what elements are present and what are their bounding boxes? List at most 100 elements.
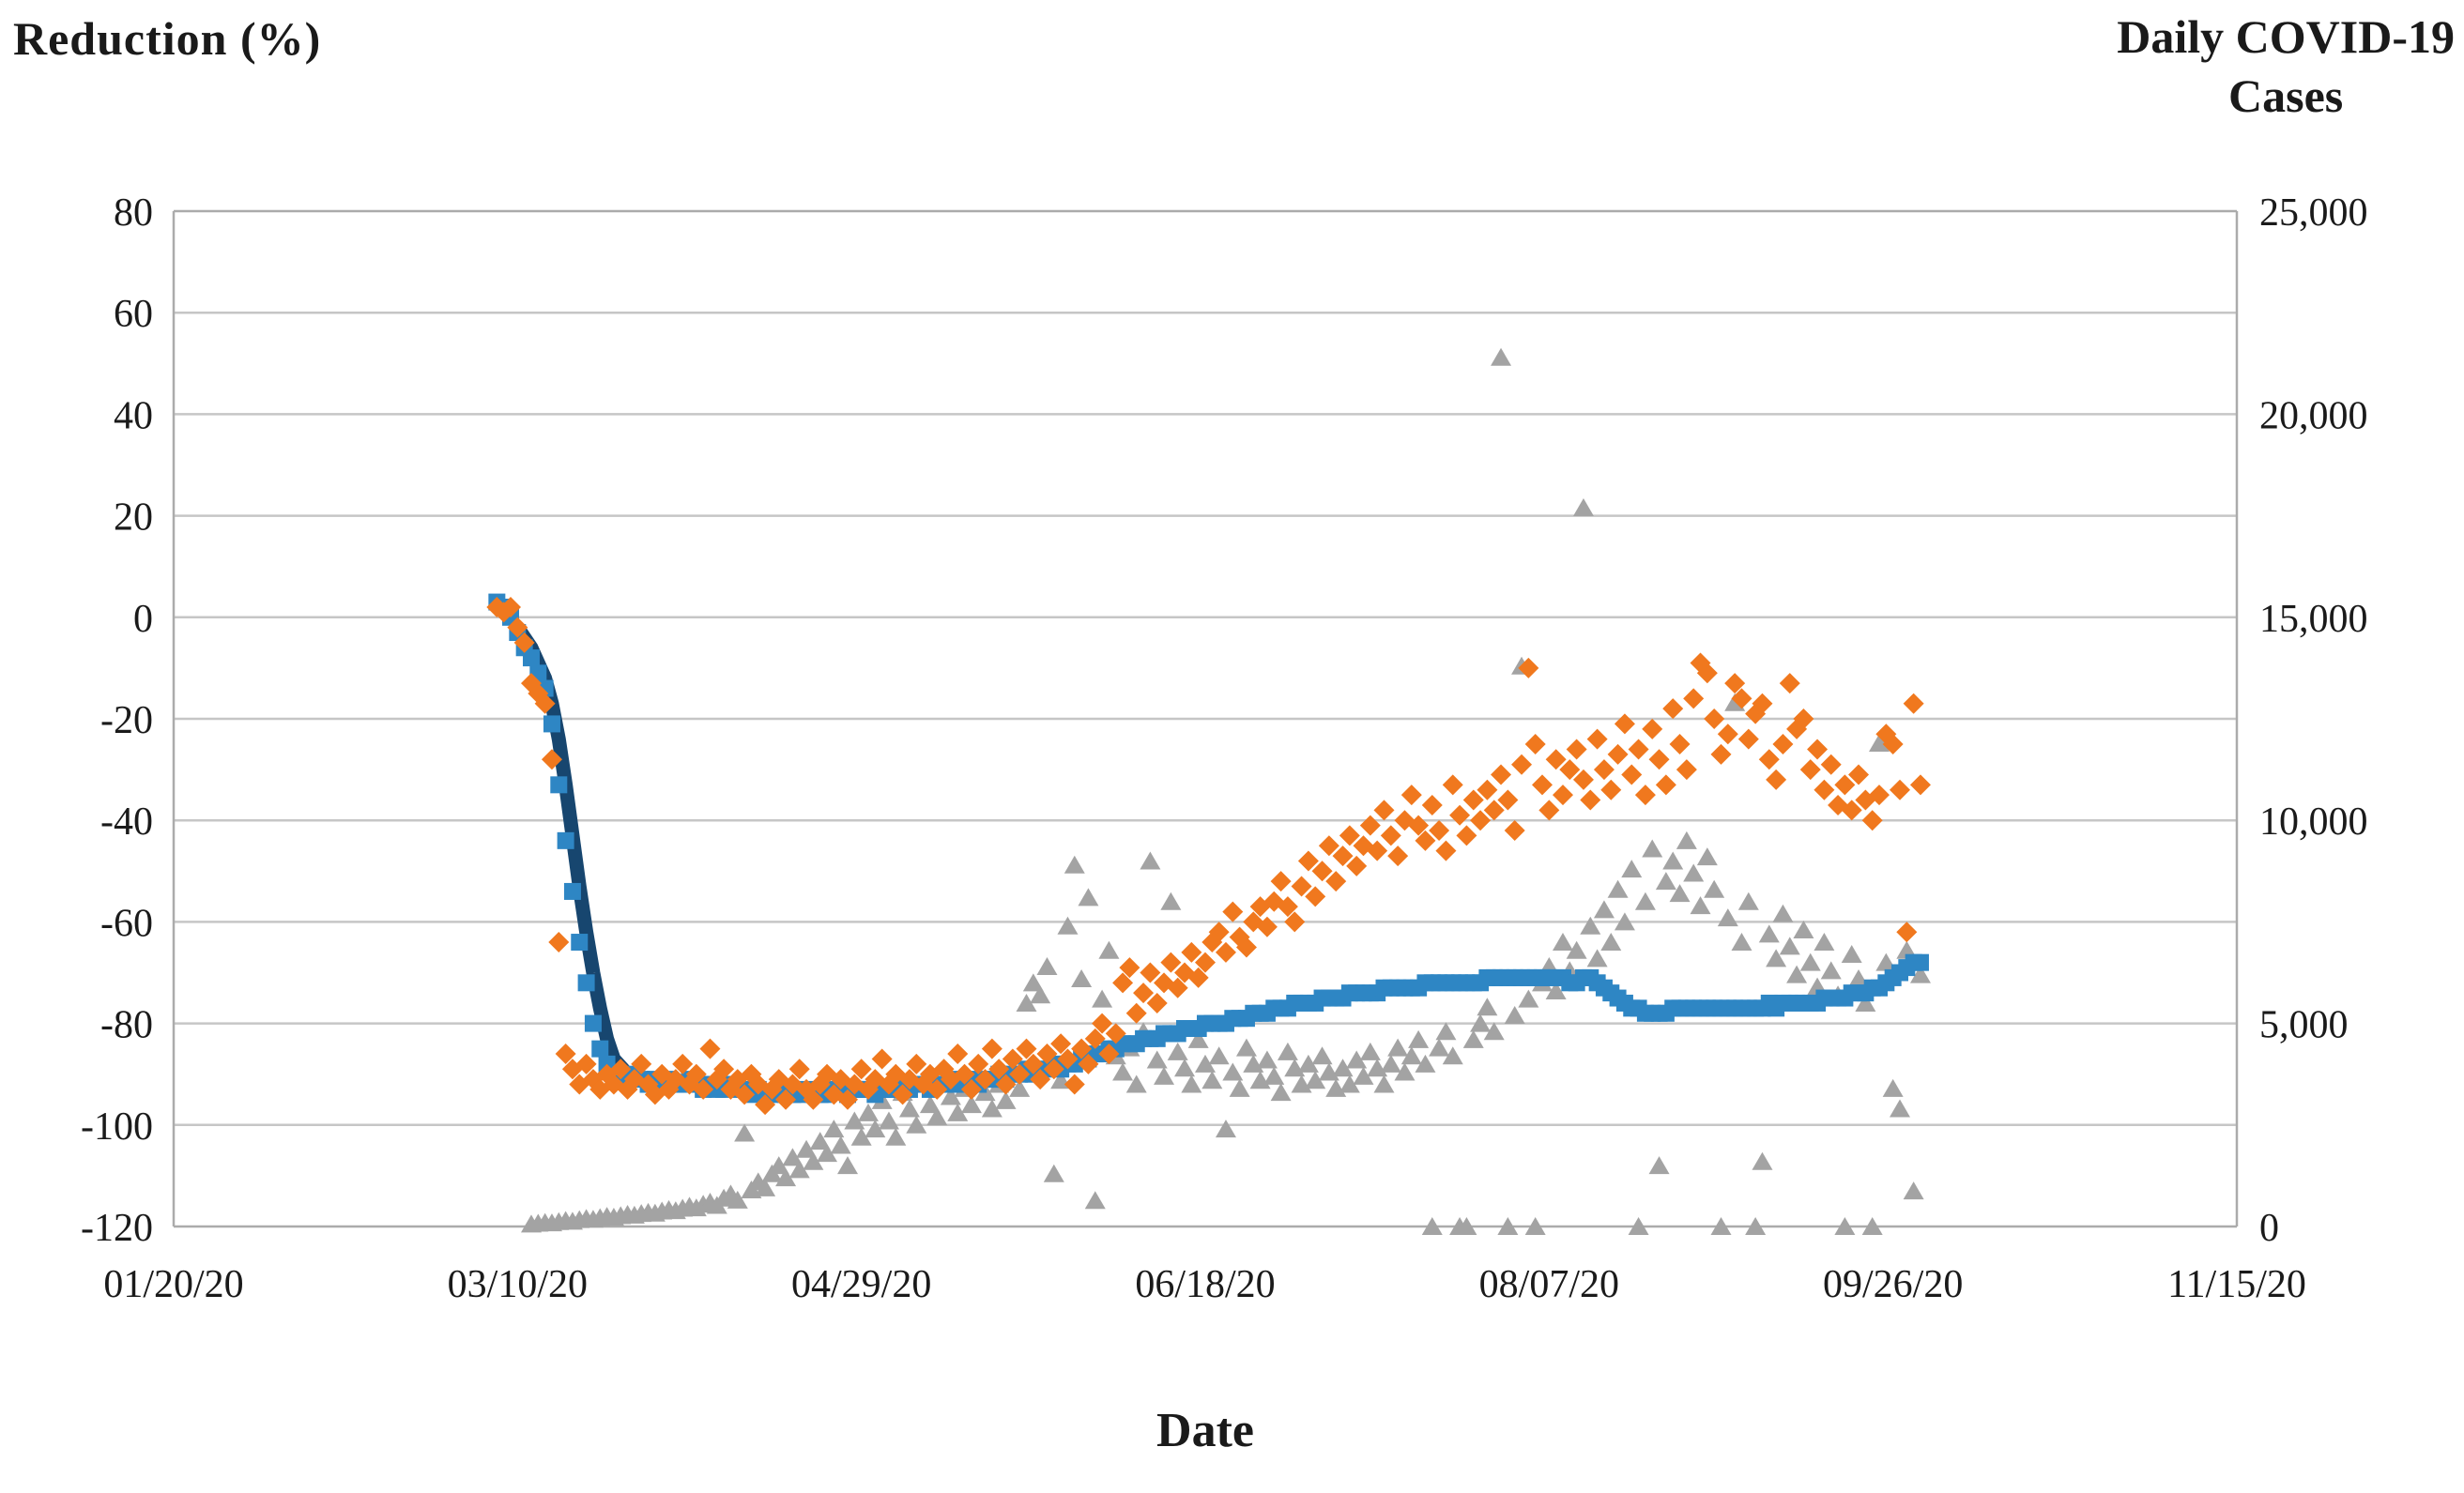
marker-reduction-daily-orange-diamonds (1421, 794, 1443, 815)
marker-reduction-daily-orange-diamonds (534, 693, 556, 714)
marker-daily-cases-gray-triangles (1071, 968, 1093, 987)
marker-reduction-daily-orange-diamonds (1125, 1002, 1147, 1024)
marker-daily-cases-gray-triangles (1848, 968, 1870, 987)
marker-daily-cases-gray-triangles (1470, 1013, 1492, 1032)
marker-daily-cases-gray-triangles (1491, 347, 1512, 366)
marker-daily-cases-gray-triangles (1634, 891, 1656, 910)
marker-reduction-daily-orange-diamonds (1799, 759, 1821, 781)
marker-daily-cases-gray-triangles (850, 1127, 872, 1146)
x-tick-label: 04/29/20 (791, 1263, 931, 1306)
marker-daily-cases-gray-triangles (885, 1127, 907, 1146)
marker-reduction-daily-orange-diamonds (1057, 1048, 1079, 1070)
marker-reduction-smoothed-blue-squares (577, 974, 595, 992)
marker-reduction-daily-orange-diamonds (1524, 734, 1546, 755)
marker-reduction-daily-orange-diamonds (1642, 718, 1663, 739)
marker-reduction-daily-orange-diamonds (1704, 708, 1725, 729)
marker-daily-cases-gray-triangles (837, 1156, 859, 1175)
marker-reduction-daily-orange-diamonds (1841, 800, 1862, 821)
marker-reduction-daily-orange-diamonds (1146, 992, 1168, 1013)
right-axis-title-line2: Cases (2228, 69, 2344, 122)
marker-daily-cases-gray-triangles (1820, 961, 1842, 980)
marker-reduction-daily-orange-diamonds (1332, 846, 1354, 867)
marker-daily-cases-gray-triangles (1167, 1042, 1188, 1060)
marker-reduction-daily-orange-diamonds (1896, 922, 1918, 943)
marker-reduction-daily-orange-diamonds (974, 1069, 996, 1090)
marker-reduction-daily-orange-diamonds (954, 1063, 975, 1085)
y-left-tick-label: -60 (100, 902, 153, 945)
marker-reduction-smoothed-blue-squares (591, 1040, 609, 1058)
marker-reduction-daily-orange-diamonds (1882, 734, 1904, 755)
marker-reduction-daily-orange-diamonds (513, 632, 535, 653)
marker-daily-cases-gray-triangles (1462, 1029, 1484, 1048)
marker-daily-cases-gray-triangles (1036, 957, 1058, 976)
marker-daily-cases-gray-triangles (1043, 1164, 1064, 1182)
y-left-tick-label: 20 (114, 496, 153, 540)
marker-reduction-daily-orange-diamonds (1325, 871, 1347, 892)
y-left-tick-label: -20 (100, 699, 153, 742)
marker-daily-cases-gray-triangles (823, 1120, 845, 1138)
y-left-tick-label: 80 (114, 191, 153, 235)
marker-reduction-daily-orange-diamonds (555, 1044, 576, 1065)
y-right-tick-label: 10,000 (2259, 800, 2368, 844)
marker-reduction-daily-orange-diamonds (1270, 871, 1292, 892)
marker-reduction-daily-orange-diamonds (1793, 708, 1814, 729)
marker-reduction-daily-orange-diamonds (1566, 739, 1587, 760)
marker-daily-cases-gray-triangles (1814, 933, 1835, 952)
marker-reduction-daily-orange-diamonds (981, 1038, 1002, 1059)
marker-daily-cases-gray-triangles (1648, 1156, 1670, 1175)
marker-reduction-daily-orange-diamonds (1614, 713, 1635, 735)
marker-daily-cases-gray-triangles (1256, 1050, 1278, 1069)
marker-reduction-daily-orange-diamonds (1662, 698, 1684, 720)
x-tick-label: 08/07/20 (1479, 1263, 1619, 1306)
marker-daily-cases-gray-triangles (1731, 933, 1752, 952)
marker-daily-cases-gray-triangles (960, 1095, 982, 1114)
marker-daily-cases-gray-triangles (1009, 1078, 1031, 1097)
marker-reduction-daily-orange-diamonds (1187, 967, 1209, 988)
marker-reduction-daily-orange-diamonds (1766, 769, 1787, 790)
marker-daily-cases-gray-triangles (1696, 847, 1718, 866)
marker-reduction-daily-orange-diamonds (1339, 825, 1360, 846)
marker-reduction-daily-orange-diamonds (1552, 785, 1573, 806)
marker-daily-cases-gray-triangles (1882, 1078, 1904, 1097)
y-right-tick-label: 0 (2259, 1207, 2279, 1250)
marker-reduction-daily-orange-diamonds (1903, 693, 1924, 714)
marker-daily-cases-gray-triangles (1745, 1217, 1767, 1235)
y-right-tick-label: 5,000 (2259, 1004, 2349, 1047)
marker-reduction-daily-orange-diamonds (1511, 754, 1533, 775)
marker-reduction-daily-orange-diamonds (1305, 886, 1326, 907)
marker-reduction-smoothed-blue-squares (543, 715, 560, 733)
marker-daily-cases-gray-triangles (1208, 1046, 1230, 1065)
marker-daily-cases-gray-triangles (1903, 1181, 1924, 1200)
marker-daily-cases-gray-triangles (1607, 879, 1629, 898)
marker-daily-cases-gray-triangles (1710, 1217, 1732, 1235)
marker-daily-cases-gray-triangles (1690, 896, 1711, 915)
marker-reduction-daily-orange-diamonds (1538, 800, 1560, 821)
x-tick-label: 06/18/20 (1135, 1263, 1275, 1306)
marker-daily-cases-gray-triangles (1222, 1062, 1244, 1081)
marker-reduction-daily-orange-diamonds (1593, 759, 1615, 781)
marker-daily-cases-gray-triangles (1614, 912, 1635, 931)
marker-daily-cases-gray-triangles (1841, 945, 1862, 964)
marker-reduction-daily-orange-diamonds (507, 617, 528, 638)
marker-daily-cases-gray-triangles (1586, 949, 1608, 967)
marker-reduction-daily-orange-diamonds (1002, 1048, 1023, 1070)
x-tick-label: 09/26/20 (1823, 1263, 1963, 1306)
marker-reduction-daily-orange-diamonds (1160, 952, 1182, 973)
marker-reduction-daily-orange-diamonds (1380, 825, 1401, 846)
marker-reduction-daily-orange-diamonds (1621, 764, 1643, 785)
marker-reduction-daily-orange-diamonds (1504, 820, 1525, 842)
marker-daily-cases-gray-triangles (1628, 1217, 1649, 1235)
marker-reduction-daily-orange-diamonds (1669, 734, 1691, 755)
marker-reduction-daily-orange-diamonds (1235, 937, 1257, 958)
marker-daily-cases-gray-triangles (1092, 989, 1113, 1008)
x-tick-label: 03/10/20 (448, 1263, 588, 1306)
marker-reduction-daily-orange-diamonds (1559, 759, 1581, 781)
marker-daily-cases-gray-triangles (1174, 1059, 1196, 1077)
marker-daily-cases-gray-triangles (947, 1103, 969, 1121)
marker-reduction-daily-orange-diamonds (850, 1059, 872, 1080)
marker-reduction-daily-orange-diamonds (968, 1053, 989, 1074)
marker-reduction-daily-orange-diamonds (1518, 657, 1539, 678)
y-left-tick-label: -120 (81, 1207, 153, 1250)
marker-reduction-daily-orange-diamonds (1119, 957, 1140, 979)
